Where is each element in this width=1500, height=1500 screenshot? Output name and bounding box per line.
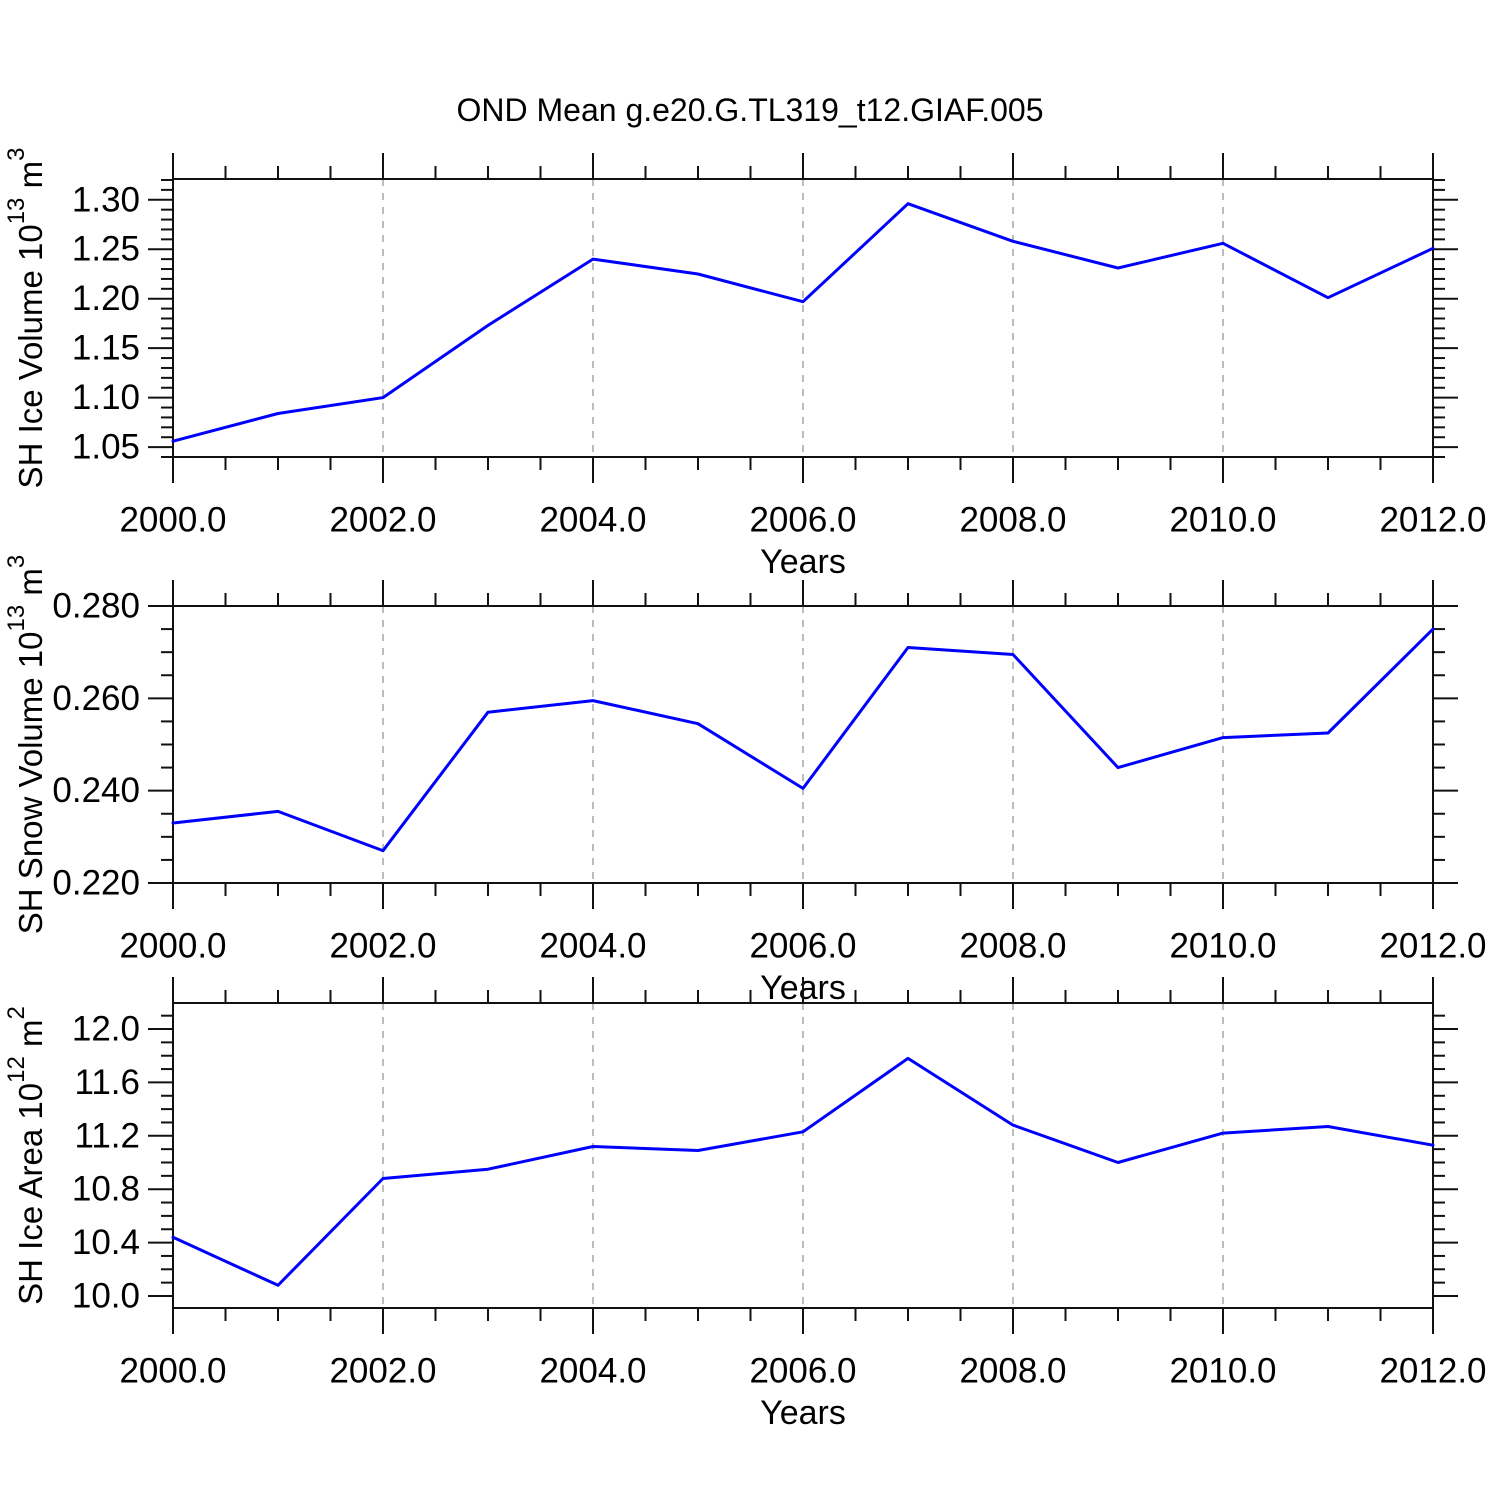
x-tick-label: 2006.0 (749, 501, 856, 540)
y-axis-title: SH Snow Volume 1013 m3 (3, 555, 49, 934)
y-tick-label: 11.2 (74, 1116, 140, 1155)
panel-sh-ice-area: 10.0 10.4 10.8 11.2 11.6 12.0 2000.0 2002.0 2004… (3, 977, 1487, 1432)
x-tick-label: 2000.0 (119, 501, 226, 540)
x-tick-label: 2006.0 (749, 1352, 856, 1391)
x-axis-title: Years (760, 543, 846, 581)
y-tick-labels: 0.220 0.240 0.260 0.280 (52, 587, 140, 903)
x-axis-ticks (172, 977, 1434, 1334)
y-tick-label: 1.20 (72, 279, 140, 318)
data-line-sh-snow-volume (171, 627, 1435, 853)
x-tick-labels: 2000.0 2002.0 2004.0 2006.0 2008.0 2010.0 2012… (119, 1352, 1486, 1391)
x-tick-label: 2012.0 (1379, 927, 1486, 966)
y-tick-label: 0.240 (52, 771, 140, 810)
x-tick-label: 2012.0 (1379, 1352, 1486, 1391)
y-tick-labels: 10.0 10.4 10.8 11.2 11.6 12.0 (72, 1010, 140, 1316)
x-tick-label: 2008.0 (959, 501, 1066, 540)
y-axis-title: SH Ice Volume 1013 m3 (3, 148, 49, 489)
x-tick-label: 2004.0 (539, 1352, 646, 1391)
x-tick-label: 2004.0 (539, 501, 646, 540)
figure-title: OND Mean g.e20.G.TL319_t12.GIAF.005 (456, 92, 1044, 128)
x-axis-ticks (172, 153, 1434, 483)
gridlines (382, 606, 1224, 883)
x-tick-label: 2010.0 (1169, 927, 1276, 966)
x-tick-label: 2010.0 (1169, 1352, 1276, 1391)
y-tick-label: 1.30 (72, 180, 140, 219)
y-tick-label: 0.220 (52, 864, 140, 903)
x-tick-label: 2002.0 (329, 927, 436, 966)
x-tick-label: 2008.0 (959, 927, 1066, 966)
y-tick-label: 1.15 (72, 329, 140, 368)
plot-frame (172, 1002, 1434, 1309)
x-tick-label: 2012.0 (1379, 501, 1486, 540)
y-tick-label: 10.0 (72, 1276, 140, 1315)
gridlines (382, 179, 1224, 457)
y-axis-ticks (148, 178, 1458, 458)
x-axis-ticks (172, 580, 1434, 909)
panel-sh-ice-volume: 1.05 1.10 1.15 1.20 1.25 1.30 2000.0 2002.0 2004… (3, 148, 1487, 581)
plot-frame (172, 178, 1434, 458)
x-tick-labels: 2000.0 2002.0 2004.0 2006.0 2008.0 2010.0 2012… (119, 927, 1486, 966)
y-tick-label: 0.280 (52, 587, 140, 626)
data-line-sh-ice-area (171, 1056, 1435, 1287)
plot-frame (172, 605, 1434, 884)
y-axis-ticks (148, 605, 1458, 884)
x-tick-labels: 2000.0 2002.0 2004.0 2006.0 2008.0 2010.0 2012… (119, 501, 1486, 540)
y-tick-label: 11.6 (74, 1063, 140, 1102)
y-axis-title: SH Ice Area 1012 m2 (3, 1006, 49, 1305)
y-tick-label: 1.05 (72, 428, 140, 467)
y-tick-label: 10.4 (72, 1223, 140, 1262)
x-tick-label: 2002.0 (329, 1352, 436, 1391)
x-axis-title: Years (760, 1394, 846, 1432)
data-line-sh-ice-volume (171, 202, 1435, 443)
x-tick-label: 2008.0 (959, 1352, 1066, 1391)
x-tick-label: 2010.0 (1169, 501, 1276, 540)
x-tick-label: 2002.0 (329, 501, 436, 540)
x-tick-label: 2000.0 (119, 927, 226, 966)
y-tick-label: 1.25 (72, 230, 140, 269)
y-tick-labels: 1.05 1.10 1.15 1.20 1.25 1.30 (72, 180, 140, 466)
x-tick-label: 2000.0 (119, 1352, 226, 1391)
y-tick-label: 12.0 (72, 1010, 140, 1049)
y-axis-ticks (148, 1014, 1458, 1297)
gridlines (382, 1003, 1224, 1308)
x-tick-label: 2004.0 (539, 927, 646, 966)
y-tick-label: 1.10 (72, 378, 140, 417)
y-tick-label: 0.260 (52, 679, 140, 718)
y-tick-label: 10.8 (72, 1170, 140, 1209)
x-tick-label: 2006.0 (749, 927, 856, 966)
